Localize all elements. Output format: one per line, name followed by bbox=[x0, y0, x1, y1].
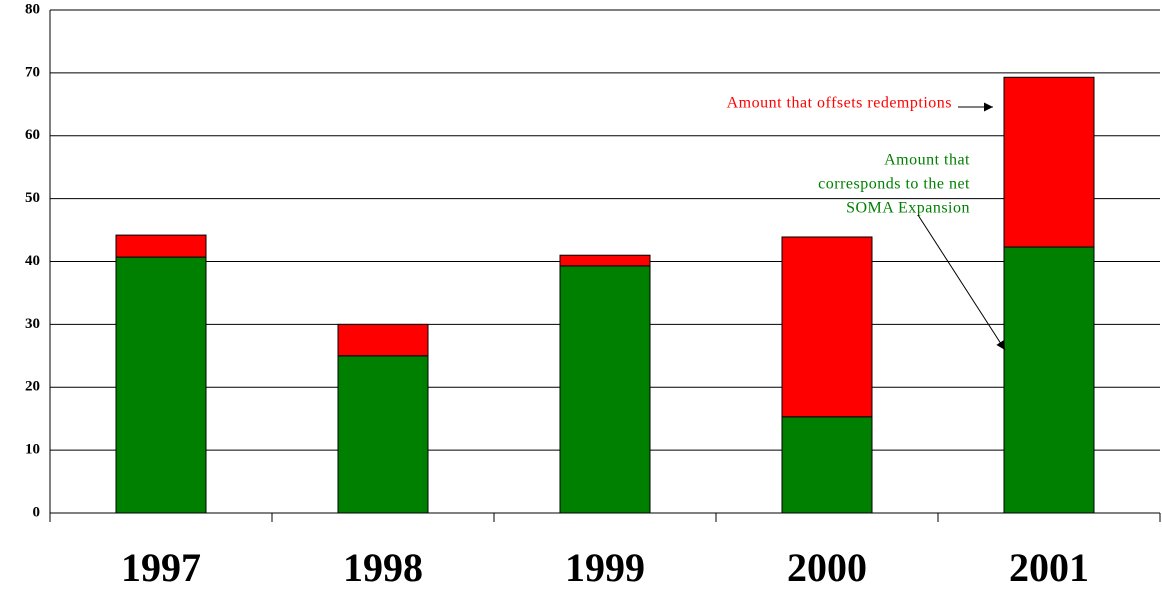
annotation-arrow bbox=[917, 214, 1006, 351]
bar-segment bbox=[1003, 246, 1095, 514]
y-tick-label: 0 bbox=[33, 504, 41, 520]
annotation: SOMA Expansion bbox=[846, 200, 970, 217]
bar-segment bbox=[115, 256, 207, 514]
x-tick-label: 2000 bbox=[787, 545, 867, 590]
bar-segment bbox=[781, 236, 873, 418]
y-tick-label: 80 bbox=[25, 1, 40, 17]
bar-segment bbox=[559, 265, 651, 514]
y-tick-label: 10 bbox=[25, 442, 40, 458]
y-tick-label: 20 bbox=[25, 379, 40, 395]
bar-segment bbox=[1003, 76, 1095, 248]
bar-segment bbox=[115, 234, 207, 258]
y-tick-label: 60 bbox=[25, 127, 40, 143]
x-tick-label: 1999 bbox=[565, 545, 645, 590]
bar-segment bbox=[337, 323, 429, 357]
x-tick-label: 2001 bbox=[1009, 545, 1089, 590]
bar-segment bbox=[781, 416, 873, 514]
bar-segment bbox=[559, 254, 651, 267]
y-tick-label: 50 bbox=[25, 190, 40, 206]
x-tick-label: 1997 bbox=[121, 545, 201, 590]
annotation: Amount that bbox=[884, 152, 970, 169]
x-tick-label: 1998 bbox=[343, 545, 423, 590]
y-tick-label: 70 bbox=[25, 64, 40, 80]
annotation: corresponds to the net bbox=[818, 176, 970, 193]
y-tick-label: 30 bbox=[25, 316, 40, 332]
annotation: Amount that offsets redemptions bbox=[727, 95, 952, 112]
bar-segment bbox=[337, 355, 429, 514]
y-tick-label: 40 bbox=[25, 253, 40, 269]
